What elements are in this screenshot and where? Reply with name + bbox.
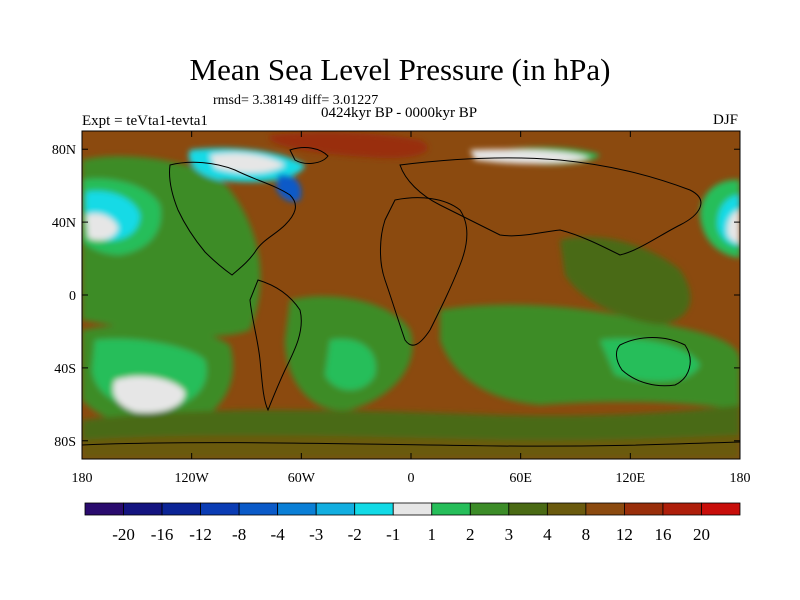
- region-south-atlantic-inner: [325, 339, 376, 390]
- plot-title: Mean Sea Level Pressure (in hPa): [189, 52, 611, 87]
- pressure-field: [82, 131, 740, 459]
- colorbar-swatch: [662, 502, 702, 516]
- y-axis: 80N 40N 0 40S 80S: [52, 143, 740, 450]
- x-tick-label: 180: [730, 471, 751, 486]
- colorbar-swatch: [354, 502, 394, 516]
- coastlines: [82, 147, 740, 447]
- colorbar-label: -4: [271, 525, 286, 544]
- colorbar-label: -12: [189, 525, 212, 544]
- colorbar-swatch: [546, 502, 587, 516]
- colorbar-swatch: [84, 502, 124, 516]
- coast-south-america: [249, 279, 302, 412]
- colorbar-swatch: [238, 502, 279, 516]
- colorbar-swatch: [392, 502, 433, 516]
- colorbar-label: 1: [428, 525, 437, 544]
- coast-australia: [616, 337, 691, 387]
- region-maritime: [560, 236, 691, 325]
- colorbar-label: 4: [543, 525, 552, 544]
- stats-subtitle: rmsd= 3.38149 diff= 3.01227: [213, 93, 379, 108]
- coast-greenland: [289, 147, 329, 164]
- coast-africa: [380, 197, 468, 346]
- experiment-label: Expt = teVta1-tevta1: [82, 113, 208, 129]
- y-tick-label: 80N: [52, 143, 76, 158]
- region-hudson-low: [276, 174, 302, 202]
- colorbar-label: -16: [151, 525, 174, 544]
- colorbar-label: -1: [386, 525, 400, 544]
- colorbar-swatch: [469, 502, 510, 516]
- region-indian-ocean: [440, 304, 740, 410]
- region-south-pacific-core: [113, 376, 185, 413]
- colorbar-label: 20: [693, 525, 710, 544]
- colorbar-swatch: [701, 502, 741, 516]
- region-aleutian-core-east: [727, 210, 740, 243]
- x-axis: 180 120W 60W 0 60E 120E 180: [72, 131, 751, 486]
- colorbar-label: 8: [582, 525, 591, 544]
- region-indian-inner: [600, 338, 700, 382]
- colorbar-label: 2: [466, 525, 475, 544]
- coast-north-america: [169, 161, 296, 276]
- coast-eurasia: [399, 157, 702, 256]
- colorbar-swatch: [123, 502, 163, 516]
- season-label: DJF: [713, 112, 739, 128]
- coast-antarctica: [82, 441, 740, 447]
- colorbar-swatch: [431, 502, 471, 516]
- x-tick-label: 120E: [616, 471, 646, 486]
- colorbar-label: -3: [309, 525, 323, 544]
- period-label: 0424kyr BP - 0000kyr BP: [321, 105, 478, 121]
- x-tick-label: 180: [72, 471, 93, 486]
- colorbar-swatch: [315, 502, 356, 516]
- colorbar-swatch: [161, 502, 201, 516]
- colorbar-label: 16: [654, 525, 671, 544]
- colorbar-swatch: [624, 502, 664, 516]
- colorbar-swatch: [200, 502, 240, 516]
- colorbar-swatch: [585, 502, 625, 516]
- y-tick-label: 80S: [54, 435, 76, 450]
- region-aleutian-core: [86, 213, 118, 241]
- x-tick-label: 120W: [175, 471, 210, 486]
- colorbar-label: 3: [505, 525, 514, 544]
- x-tick-label: 60W: [288, 471, 316, 486]
- y-tick-label: 40S: [54, 362, 76, 377]
- region-arctic-high: [270, 132, 428, 159]
- colorbar-label: 12: [616, 525, 633, 544]
- colorbar-label: -20: [112, 525, 135, 544]
- region-antarctic: [82, 435, 740, 459]
- x-tick-label: 0: [408, 471, 415, 486]
- y-tick-label: 40N: [52, 216, 76, 231]
- colorbar-label: -2: [348, 525, 362, 544]
- colorbar: -20 -16 -12 -8 -4 -3 -2 -1 1 2 3 4 8 12 16 20: [84, 502, 741, 544]
- colorbar-swatch: [508, 502, 548, 516]
- x-tick-label: 60E: [509, 471, 532, 486]
- colorbar-swatch: [277, 502, 317, 516]
- colorbar-label: -8: [232, 525, 246, 544]
- y-tick-label: 0: [69, 289, 76, 304]
